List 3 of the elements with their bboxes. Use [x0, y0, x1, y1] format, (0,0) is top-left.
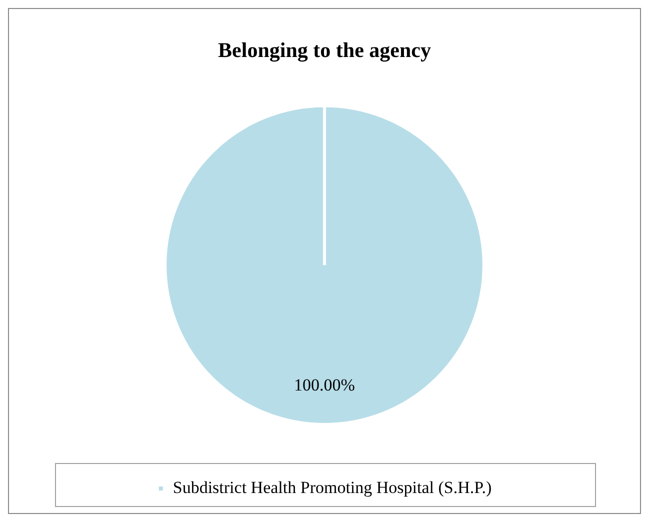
- data-label: 100.00%: [294, 376, 355, 395]
- chart-title: Belonging to the agency: [218, 38, 432, 62]
- legend-label: Subdistrict Health Promoting Hospital (S.H.P.): [172, 478, 492, 497]
